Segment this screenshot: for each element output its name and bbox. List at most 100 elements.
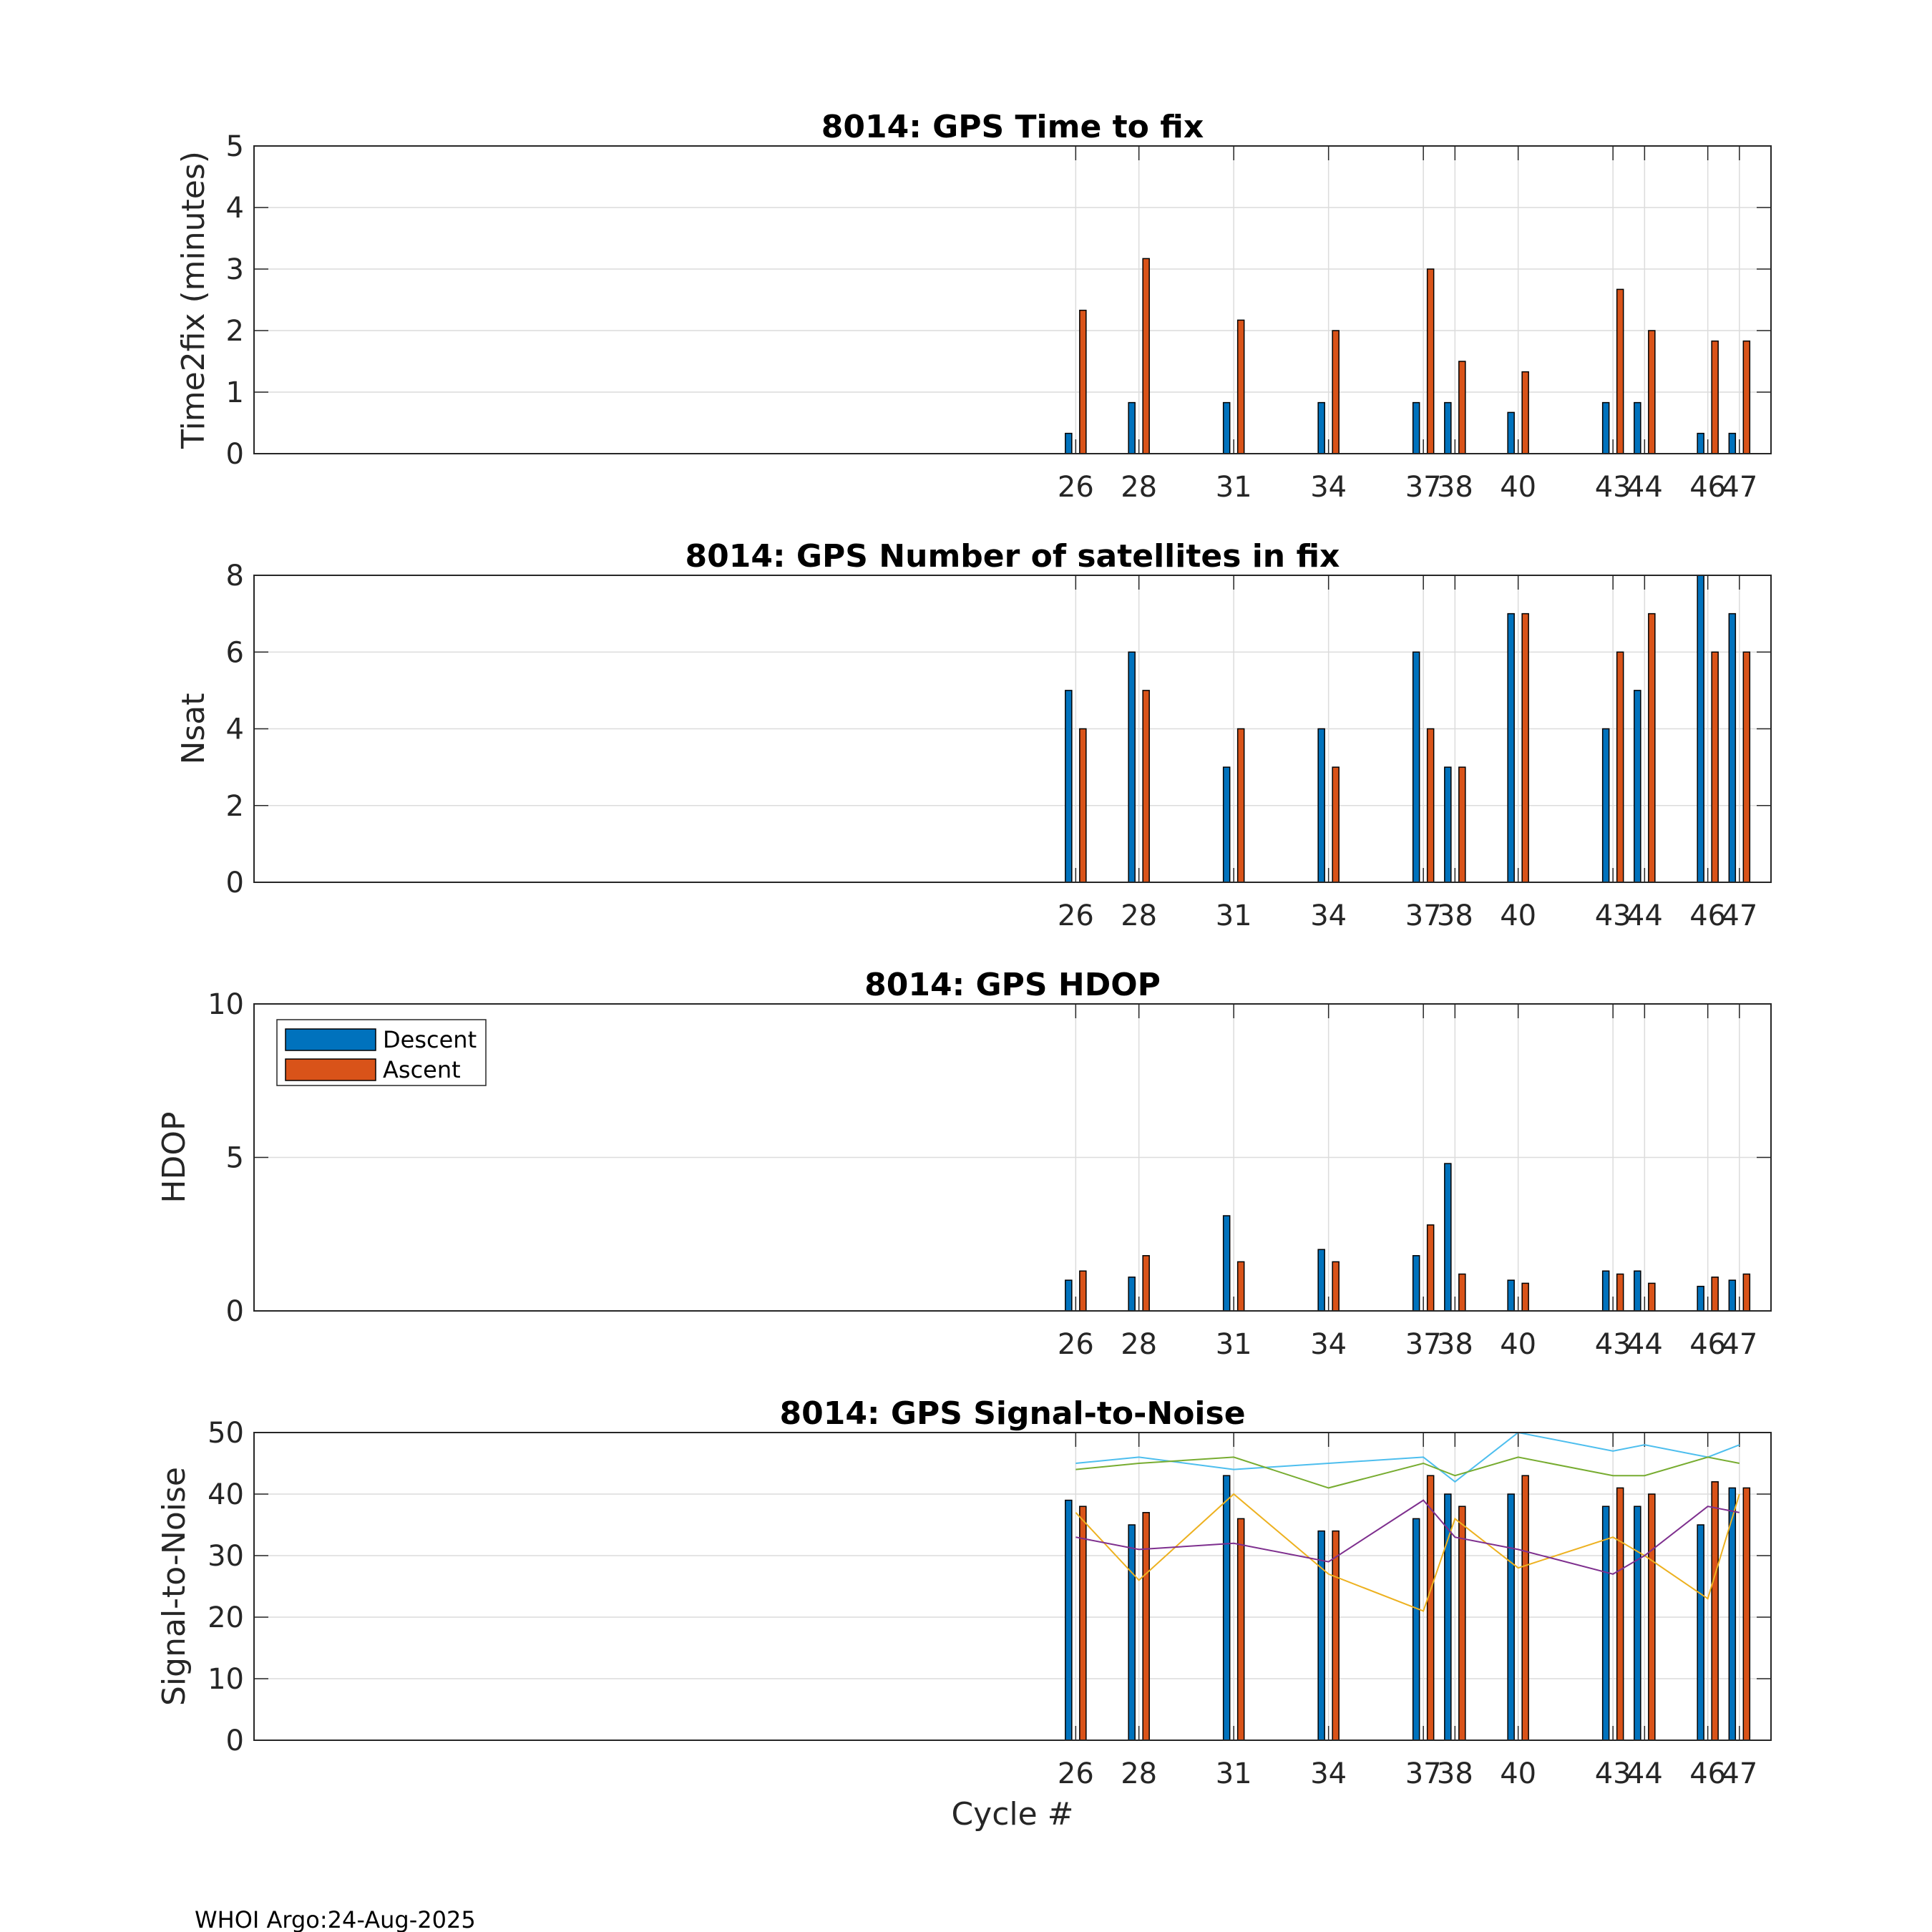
bar-descent-28 (1128, 1524, 1136, 1741)
x-tick-label: 40 (1500, 471, 1536, 504)
legend-label-descent: Descent (383, 1026, 477, 1053)
bar-ascent-43 (1616, 651, 1624, 883)
bar-descent-38 (1444, 1163, 1452, 1312)
x-tick-label: 31 (1216, 1757, 1252, 1790)
axes-box (253, 1432, 1772, 1741)
x-tick-label: 43 (1595, 471, 1631, 504)
bar-descent-38 (1444, 401, 1452, 454)
bar-ascent-47 (1742, 340, 1751, 454)
y-tick-label: 6 (226, 636, 244, 669)
bar-ascent-37 (1426, 268, 1435, 454)
x-tick-label: 43 (1595, 899, 1631, 932)
x-tick-label: 26 (1058, 1757, 1094, 1790)
bar-descent-26 (1065, 1499, 1073, 1741)
bar-ascent-47 (1742, 1487, 1751, 1741)
chart-title: 8014: GPS HDOP (864, 967, 1161, 1003)
x-tick-label: 34 (1310, 1757, 1347, 1790)
y-tick-label: 1 (226, 376, 244, 409)
bar-ascent-34 (1332, 1261, 1340, 1312)
bar-ascent-44 (1648, 613, 1656, 883)
bar-descent-31 (1222, 1215, 1231, 1312)
y-tick-label: 2 (226, 315, 244, 348)
bar-ascent-40 (1521, 613, 1529, 883)
bar-descent-47 (1728, 1279, 1737, 1312)
bar-ascent-26 (1079, 309, 1087, 454)
snr-line-1 (1075, 1431, 1740, 1483)
bar-descent-44 (1634, 690, 1641, 883)
chart-title: 8014: GPS Number of satellites in fix (686, 538, 1340, 575)
x-tick-label: 47 (1721, 471, 1757, 504)
y-tick-label: 0 (226, 1724, 244, 1757)
x-tick-label: 38 (1437, 1328, 1473, 1361)
x-tick-label: 46 (1689, 1328, 1726, 1361)
bar-ascent-34 (1332, 330, 1340, 454)
bar-descent-28 (1128, 651, 1136, 883)
legend-swatch-descent (285, 1028, 376, 1051)
y-axis-label: Time2fix (minutes) (175, 151, 212, 449)
y-tick-label: 10 (208, 988, 244, 1021)
y-tick-label: 30 (208, 1540, 244, 1573)
y-axis-label: HDOP (156, 1111, 192, 1203)
bar-ascent-40 (1521, 371, 1529, 454)
x-tick-label: 28 (1121, 1757, 1157, 1790)
bar-descent-31 (1222, 401, 1231, 454)
x-tick-label: 44 (1626, 471, 1663, 504)
x-tick-label: 31 (1216, 899, 1252, 932)
bar-descent-44 (1634, 1506, 1641, 1741)
x-tick-label: 26 (1058, 471, 1094, 504)
x-tick-label: 28 (1121, 471, 1157, 504)
y-tick-label: 10 (208, 1663, 244, 1696)
x-tick-label: 44 (1626, 1757, 1663, 1790)
bar-descent-37 (1412, 401, 1420, 454)
axes-box (253, 145, 1772, 454)
x-tick-label: 44 (1626, 1328, 1663, 1361)
x-tick-label: 38 (1437, 899, 1473, 932)
bar-ascent-37 (1426, 1224, 1435, 1312)
x-tick-label: 37 (1405, 899, 1442, 932)
axes-box (253, 1003, 1772, 1312)
bar-descent-46 (1697, 432, 1704, 454)
bar-descent-34 (1317, 1249, 1325, 1312)
bar-ascent-28 (1142, 1512, 1150, 1741)
y-tick-label: 2 (226, 790, 244, 823)
snr-line-3 (1075, 1493, 1740, 1612)
bar-ascent-28 (1142, 1255, 1150, 1312)
bar-descent-43 (1601, 1270, 1610, 1312)
snr-line-2 (1075, 1456, 1740, 1489)
y-tick-label: 40 (208, 1478, 244, 1511)
bar-ascent-38 (1458, 1506, 1466, 1741)
y-tick-label: 5 (226, 1142, 244, 1175)
x-tick-label: 37 (1405, 1757, 1442, 1790)
chart-title: 8014: GPS Time to fix (821, 109, 1204, 145)
x-tick-label: 46 (1689, 899, 1726, 932)
x-tick-label: 31 (1216, 471, 1252, 504)
bar-ascent-46 (1711, 651, 1719, 883)
x-tick-label: 26 (1058, 1328, 1094, 1361)
bar-descent-46 (1697, 1285, 1704, 1312)
bar-descent-31 (1222, 1475, 1231, 1741)
x-tick-label: 43 (1595, 1757, 1631, 1790)
axes-box (253, 575, 1772, 883)
bar-descent-46 (1697, 1524, 1704, 1741)
y-tick-label: 5 (226, 130, 244, 163)
y-tick-label: 3 (226, 253, 244, 286)
bar-ascent-47 (1742, 651, 1751, 883)
bar-descent-37 (1412, 651, 1420, 883)
bar-descent-34 (1317, 728, 1325, 883)
bar-ascent-31 (1236, 319, 1245, 454)
snr-line-4 (1075, 1499, 1740, 1575)
y-axis-label: Nsat (175, 693, 212, 764)
y-tick-label: 4 (226, 713, 244, 746)
bar-ascent-43 (1616, 1273, 1624, 1312)
bar-ascent-40 (1521, 1282, 1529, 1312)
bar-ascent-37 (1426, 1475, 1435, 1741)
x-tick-label: 28 (1121, 899, 1157, 932)
bar-ascent-44 (1648, 330, 1656, 454)
bar-descent-46 (1697, 575, 1704, 883)
bar-descent-47 (1728, 613, 1737, 883)
bar-descent-26 (1065, 690, 1073, 883)
